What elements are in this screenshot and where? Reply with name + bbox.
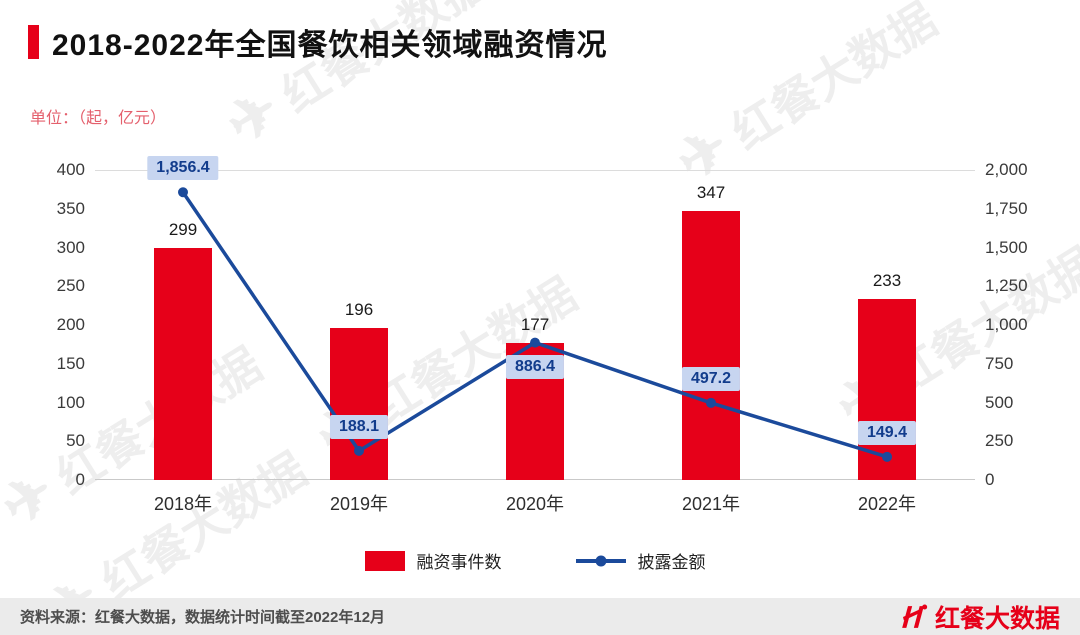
watermark-text: 红餐大数据 (722, 0, 946, 160)
left-axis-tick-label: 100 (56, 392, 85, 412)
left-axis-tick-label: 150 (56, 353, 85, 373)
right-axis-tick-label: 0 (985, 470, 995, 489)
brand-logo-icon (902, 604, 928, 628)
legend-bar-label: 融资事件数 (416, 553, 502, 572)
x-axis-category-label: 2018年 (153, 494, 213, 514)
left-axis-tick-label: 200 (56, 315, 85, 334)
x-axis-category-label: 2020年 (505, 494, 565, 514)
bar-value-label: 177 (520, 314, 550, 334)
x-axis-category-label: 2021年 (681, 494, 741, 514)
left-axis-tick-label: 0 (75, 470, 85, 489)
legend: 融资事件数 披露金额 (95, 548, 975, 573)
line-value-label: 149.4 (857, 420, 917, 445)
legend-line-label: 披露金额 (637, 553, 706, 572)
footer: 资料来源：红餐大数据，数据统计时间截至2022年12月 红餐大数据 (0, 598, 1080, 635)
title-accent-bar (28, 25, 39, 59)
x-axis-category-label: 2019年 (329, 494, 389, 514)
legend-item-line-series: 披露金额 (575, 548, 706, 573)
left-axis-tick-label: 250 (56, 276, 85, 296)
page-title: 2018-2022年全国餐饮相关领域融资情况 (52, 29, 608, 62)
legend-item-bar-series: 融资事件数 (364, 548, 502, 573)
bar-value-label: 347 (696, 183, 726, 203)
bar-value-label: 196 (344, 300, 374, 320)
line-point (706, 397, 716, 408)
left-axis-tick-label: 400 (56, 160, 85, 179)
x-axis-category-label: 2022年 (857, 494, 917, 514)
bar (682, 211, 740, 480)
bar-value-label: 299 (168, 220, 198, 240)
right-axis-tick-label: 2,000 (985, 160, 1028, 179)
line-path (181, 191, 888, 459)
chart-plot-area: 400 350 300 250 200 150 100 50 0 2,000 1,750 1,500 1… (57, 156, 1028, 514)
line-value-label: 886.4 (505, 354, 565, 379)
brand-logo: 红餐大数据 (898, 599, 1060, 635)
left-axis-tick-label: 300 (56, 237, 85, 257)
line-point (354, 445, 364, 456)
line-value-label: 1,856.4 (147, 156, 219, 181)
right-axis-tick-label: 500 (985, 392, 1014, 412)
bar-value-label: 233 (872, 271, 902, 291)
line-value-label: 497.2 (681, 366, 741, 391)
right-axis-tick-label: 1,250 (985, 276, 1028, 296)
line-point (882, 451, 892, 462)
right-axis-tick-label: 250 (985, 431, 1014, 451)
line-series (178, 187, 892, 462)
source-text: 资料来源：红餐大数据，数据统计时间截至2022年12月 (20, 609, 386, 626)
left-axis-tick-label: 50 (66, 431, 85, 451)
line-series-swatch (575, 555, 626, 566)
unit-label: 单位：（起，亿元） (30, 110, 167, 127)
watermark-plane-icon: ✈ (214, 74, 293, 159)
right-axis-tick-label: 1,000 (985, 315, 1028, 334)
line-series-dot (595, 555, 606, 566)
line-point (178, 187, 188, 198)
right-axis-tick-label: 750 (985, 353, 1014, 373)
right-axis-tick-label: 1,500 (985, 237, 1028, 257)
header: 2018-2022年全国餐饮相关领域融资情况 (28, 20, 607, 64)
watermark: ✈ 红餐大数据 (664, 0, 949, 197)
top-gridline (95, 170, 975, 171)
brand-name: 红餐大数据 (934, 604, 1060, 633)
line-point (530, 337, 540, 348)
bar (154, 248, 212, 480)
line-value-label: 188.1 (329, 414, 389, 439)
left-axis-tick-label: 350 (56, 198, 85, 218)
right-axis-tick-label: 1,750 (985, 198, 1028, 218)
bar-series-swatch (364, 550, 405, 571)
